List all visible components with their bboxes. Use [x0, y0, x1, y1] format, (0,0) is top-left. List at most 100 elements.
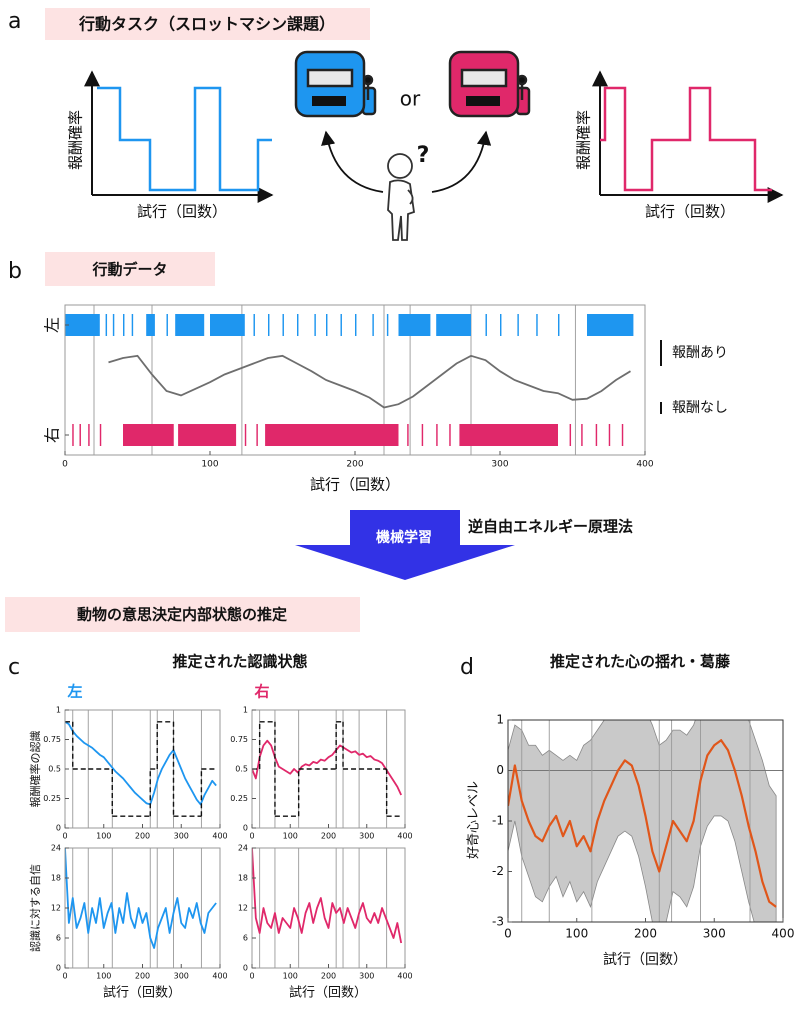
y-tick-label: 12 — [51, 904, 61, 913]
legend-label: 報酬なし — [672, 400, 728, 416]
choice-run — [421, 424, 424, 446]
choice-run — [372, 314, 374, 336]
x-tick-label: 400 — [212, 832, 227, 841]
schematic-prob — [97, 86, 272, 192]
axis-label: 試行（回数） — [603, 952, 687, 968]
choice-run — [244, 424, 247, 446]
y-tick-label: 0.25 — [230, 794, 248, 803]
y-tick-label: -3 — [492, 915, 504, 929]
big-arrow — [295, 510, 515, 580]
plot-area — [508, 720, 783, 922]
x-tick-label: 100 — [96, 972, 111, 981]
series-line — [252, 848, 403, 944]
x-tick-label: 300 — [491, 460, 508, 470]
choice-run — [256, 424, 258, 446]
axis-label: 報酬確率の認識 — [28, 731, 42, 808]
question-mark: ? — [417, 143, 430, 168]
choice-run — [558, 314, 560, 336]
x-tick-label: 200 — [321, 832, 336, 841]
axis-label: 試行（回数） — [103, 985, 181, 1001]
heading: 動物の意思決定内部状態の推定 — [77, 606, 287, 624]
axis-label: 報酬確率 — [575, 110, 593, 170]
choice-run — [99, 424, 102, 446]
choice-run — [517, 314, 519, 336]
choice-run — [123, 424, 174, 446]
choice-run — [581, 424, 583, 446]
x-tick-label: 0 — [504, 927, 512, 941]
y-tick-label: 左 — [43, 317, 62, 333]
x-tick-label: 100 — [201, 460, 218, 470]
y-tick-label: 0 — [56, 964, 61, 973]
or-label: or — [400, 87, 421, 111]
y-tick-label: 0 — [56, 824, 61, 833]
x-tick-label: 300 — [703, 927, 726, 941]
plot-area — [252, 848, 403, 968]
plot-area — [252, 710, 402, 828]
panel-letter: a — [8, 9, 21, 34]
choice-run — [326, 314, 328, 336]
arrow — [321, 130, 384, 193]
slot-machine — [448, 50, 531, 118]
y-tick-label: 12 — [238, 904, 248, 913]
y-tick-label: 24 — [238, 844, 248, 853]
y-tick-label: 6 — [56, 934, 61, 943]
choice-run — [398, 314, 431, 336]
panel-letter: b — [8, 259, 22, 284]
x-tick-label: 400 — [212, 972, 227, 981]
panel-title: 行動タスク（スロットマシン課題） — [78, 15, 335, 34]
x-tick-label: 100 — [283, 972, 298, 981]
plot-area — [65, 848, 217, 968]
y-tick-label: 6 — [243, 934, 248, 943]
y-tick-label: 18 — [238, 874, 248, 883]
choice-run — [386, 314, 389, 336]
choice-run — [340, 314, 342, 336]
y-tick-label: 18 — [51, 874, 61, 883]
x-tick-label: 400 — [397, 972, 412, 981]
y-tick-label: -1 — [492, 814, 504, 828]
series-line — [65, 848, 217, 949]
y-tick-label: -2 — [492, 864, 504, 878]
x-tick-label: 200 — [321, 972, 336, 981]
choice-run — [112, 314, 115, 336]
x-tick-label: 0 — [62, 460, 68, 470]
choice-run — [65, 314, 100, 336]
axis-label: 認識に対する自信 — [28, 864, 42, 952]
x-tick-label: 300 — [174, 972, 189, 981]
choice-run — [436, 314, 471, 336]
series-line — [508, 739, 777, 908]
title-box — [45, 8, 370, 40]
x-tick-label: 100 — [283, 832, 298, 841]
x-tick-label: 200 — [135, 832, 150, 841]
y-tick-label: 0.5 — [48, 765, 61, 774]
choice-line — [108, 354, 631, 409]
schematic-prob — [600, 86, 772, 192]
x-tick-label: 300 — [359, 832, 374, 841]
choice-run — [436, 424, 438, 446]
x-tick-label: 400 — [772, 927, 795, 941]
choice-run — [355, 314, 357, 336]
choice-run — [268, 314, 270, 336]
title-box — [5, 597, 360, 632]
choice-run — [500, 314, 502, 336]
x-tick-label: 0 — [249, 832, 254, 841]
panel-title: 推定された認識状態 — [172, 653, 307, 671]
y-tick-label: 1 — [56, 706, 61, 715]
plot-area — [65, 710, 217, 828]
choice-run — [536, 314, 538, 336]
method-name: 逆自由エネルギー原理法 — [468, 518, 633, 536]
panel-title: 推定された心の揺れ・葛藤 — [550, 653, 731, 671]
choice-run — [178, 424, 237, 446]
x-tick-label: 400 — [397, 832, 412, 841]
x-tick-label: 100 — [96, 832, 111, 841]
choice-run — [146, 314, 155, 336]
x-tick-label: 200 — [634, 927, 657, 941]
method-label: 機械学習 — [376, 529, 432, 546]
choice-run — [105, 314, 108, 336]
choice-run — [569, 424, 572, 446]
y-tick-label: 1 — [243, 706, 248, 715]
x-tick-label: 400 — [636, 460, 653, 470]
panel-title: 行動データ — [91, 261, 167, 279]
choice-run — [608, 424, 611, 446]
choice-run — [314, 314, 316, 336]
